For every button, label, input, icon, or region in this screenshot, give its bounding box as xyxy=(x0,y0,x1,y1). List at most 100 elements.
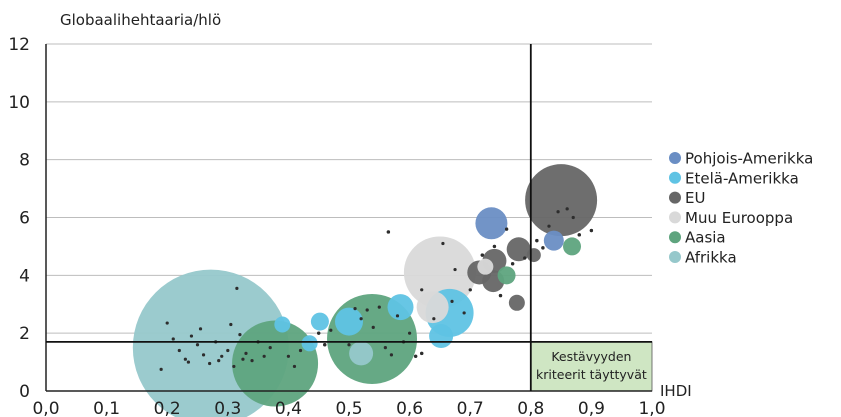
criteria-label-line2: kriteerit täyttyvät xyxy=(536,367,647,382)
legend-label: Pohjois-Amerikka xyxy=(685,150,813,168)
data-point-overlay xyxy=(238,333,242,337)
y-tick-label: 12 xyxy=(8,35,30,55)
legend-marker xyxy=(669,211,681,224)
data-point-overlay xyxy=(377,305,381,309)
legend-marker xyxy=(669,191,681,204)
data-point-overlay xyxy=(286,354,290,358)
data-point-overlay xyxy=(395,314,400,318)
bubble xyxy=(349,341,374,366)
data-point-overlay xyxy=(189,334,194,338)
bubble xyxy=(506,237,531,262)
data-point-overlay xyxy=(198,327,203,331)
data-point-overlay xyxy=(347,343,351,347)
bubble xyxy=(429,324,454,349)
tick-labels: 0,0 0,1 0,2 0,3 0,4 0,5 0,6 0,7 0,8 0,9 1,0 0 2 4 6 8 10… xyxy=(8,35,665,417)
data-point-overlay xyxy=(359,317,363,321)
data-point-overlay xyxy=(453,267,457,272)
legend-marker xyxy=(669,231,681,244)
legend-marker xyxy=(669,251,681,263)
data-point-overlay xyxy=(317,331,321,335)
criteria-region xyxy=(530,341,653,392)
bubble xyxy=(497,266,516,285)
data-point-overlay xyxy=(298,348,303,353)
x-axis-label: IHDI xyxy=(660,382,692,400)
criteria-label-line1: Kestävyyden xyxy=(551,349,631,364)
data-point-overlay xyxy=(523,256,527,260)
data-point-overlay xyxy=(177,348,181,353)
bubble xyxy=(563,237,582,256)
data-point-overlay xyxy=(414,354,418,358)
data-point-overlay xyxy=(504,227,509,231)
data-point-overlay xyxy=(244,351,248,356)
data-point-overlay xyxy=(235,286,239,290)
bubble xyxy=(232,320,319,407)
data-point-overlay xyxy=(159,367,163,371)
bubble xyxy=(475,207,508,240)
data-point-overlay xyxy=(432,317,436,321)
legend-label: Afrikka xyxy=(685,249,737,267)
bubble xyxy=(525,164,598,237)
y-tick-label: 8 xyxy=(19,151,30,171)
data-point-overlay xyxy=(232,364,236,369)
sustainability-region xyxy=(530,341,653,392)
x-tick-label: 0,0 xyxy=(32,399,59,417)
data-point-overlay xyxy=(408,331,412,335)
bubble xyxy=(274,316,291,333)
legend-marker xyxy=(669,171,681,184)
data-point-overlay xyxy=(565,207,569,211)
data-point-overlay xyxy=(165,321,169,325)
data-point-overlay xyxy=(577,233,581,237)
data-point-overlay xyxy=(535,239,539,243)
legend-label: EU xyxy=(685,189,705,207)
data-point-overlay xyxy=(386,230,390,234)
y-axis-label: Globaalihehtaaria/hlö xyxy=(60,11,221,29)
data-point-overlay xyxy=(462,311,466,315)
data-point-overlay xyxy=(480,253,484,257)
y-tick-label: 0 xyxy=(19,382,30,402)
data-point-overlay xyxy=(468,288,472,292)
data-point-overlay xyxy=(208,361,212,366)
data-point-overlay xyxy=(323,343,327,347)
x-tick-label: 0,7 xyxy=(457,399,484,417)
data-point-overlay xyxy=(589,228,594,233)
axes xyxy=(45,44,652,392)
x-tick-label: 0,3 xyxy=(214,399,241,417)
x-tick-label: 0,6 xyxy=(396,399,423,417)
data-point-overlay xyxy=(365,308,369,312)
data-point-overlay xyxy=(268,346,272,350)
data-point-overlay xyxy=(450,299,454,303)
data-point-overlay xyxy=(201,353,206,357)
data-point-overlay xyxy=(541,246,545,250)
x-tick-label: 0,5 xyxy=(335,399,362,417)
data-point-overlay xyxy=(547,224,551,228)
x-tick-label: 0,8 xyxy=(517,399,544,417)
data-point-overlay xyxy=(292,364,297,369)
data-point-overlay xyxy=(571,215,575,220)
data-point-overlay xyxy=(250,359,254,363)
data-point-overlay xyxy=(371,325,375,329)
x-tick-label: 1,0 xyxy=(638,399,665,417)
legend-label: Muu Eurooppa xyxy=(685,209,793,227)
data-point-overlay xyxy=(217,359,221,363)
legend-marker xyxy=(669,152,681,164)
y-tick-label: 4 xyxy=(19,266,30,286)
data-point-overlay xyxy=(420,351,424,356)
bubble xyxy=(416,291,449,324)
x-tick-label: 0,4 xyxy=(275,399,302,417)
data-point-overlay xyxy=(389,353,394,357)
legend-label: Etelä-Amerikka xyxy=(685,169,799,187)
reference-lines xyxy=(46,44,652,391)
data-point-overlay xyxy=(383,346,387,350)
data-point-overlay xyxy=(186,360,191,364)
y-tick-label: 2 xyxy=(19,324,30,344)
data-point-overlay xyxy=(229,322,233,327)
data-point-overlay xyxy=(183,357,187,361)
data-point-overlay xyxy=(171,337,175,341)
x-tick-label: 0,2 xyxy=(154,399,181,417)
y-tick-label: 6 xyxy=(19,209,30,229)
data-point-overlay xyxy=(220,354,224,358)
bubble xyxy=(477,258,494,275)
data-point-overlay xyxy=(441,241,445,246)
